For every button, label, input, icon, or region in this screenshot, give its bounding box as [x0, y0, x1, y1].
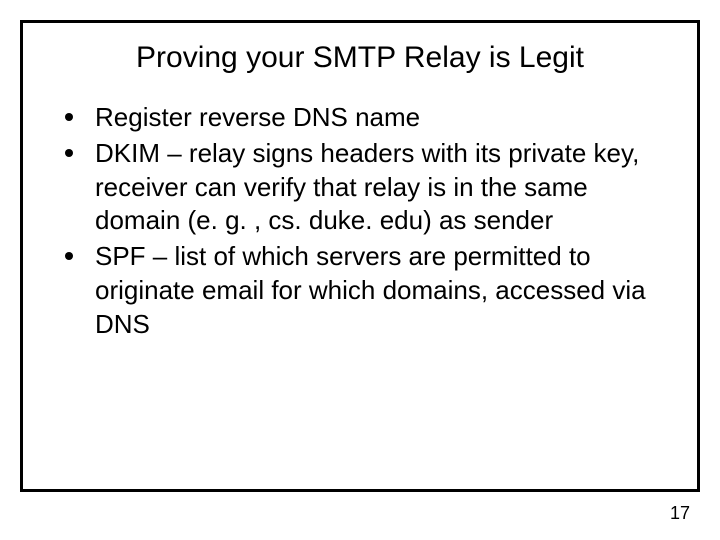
- list-item: DKIM – relay signs headers with its priv…: [59, 137, 667, 238]
- bullet-icon: [65, 113, 73, 121]
- slide-frame: Proving your SMTP Relay is Legit Registe…: [20, 20, 700, 492]
- list-item: SPF – list of which servers are permitte…: [59, 240, 667, 341]
- bullet-text: Register reverse DNS name: [95, 102, 420, 132]
- bullet-list: Register reverse DNS name DKIM – relay s…: [53, 101, 667, 342]
- bullet-icon: [65, 252, 73, 260]
- bullet-icon: [65, 149, 73, 157]
- bullet-text: SPF – list of which servers are permitte…: [95, 241, 646, 339]
- page-number: 17: [670, 503, 690, 524]
- slide-title: Proving your SMTP Relay is Legit: [73, 41, 647, 75]
- list-item: Register reverse DNS name: [59, 101, 667, 135]
- bullet-text: DKIM – relay signs headers with its priv…: [95, 138, 639, 236]
